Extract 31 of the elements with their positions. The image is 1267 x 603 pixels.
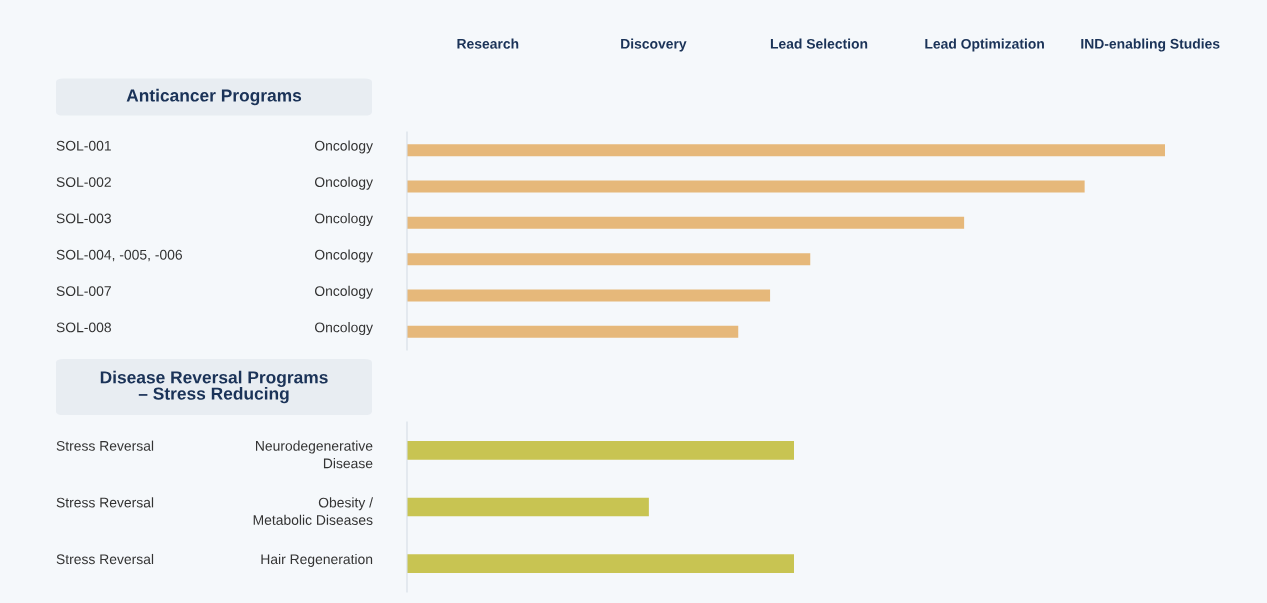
bar (407, 325, 739, 338)
bar (407, 253, 811, 266)
text: Obesity / Metabolic Diseases (253, 497, 373, 525)
text: Oncology (314, 285, 373, 299)
y-tick-label: Stress Reversal (56, 497, 154, 508)
text: Anticancer Programs (126, 88, 302, 106)
text: Oncology (314, 213, 373, 227)
y-tick-label: SOL-002 (56, 177, 111, 187)
y-tick-label: SOL-008 (56, 322, 111, 333)
y-tick-label: SOL-001 (56, 140, 111, 151)
text: Hair Regeneration (261, 553, 373, 567)
bar (407, 144, 1165, 157)
text: Oncology (314, 322, 373, 336)
bar (407, 289, 771, 302)
text: Disease Reversal Programs – Stress Reducing (100, 370, 328, 404)
category-label: Lead Optimization (925, 38, 1044, 52)
category-label: IND-enabling Studies (1081, 38, 1220, 52)
text: Neurodegenerative Disease (256, 440, 373, 469)
y-tick-label: SOL-007 (56, 286, 111, 296)
y-tick-label: SOL-004, -005, -006 (56, 249, 183, 262)
bar (407, 180, 1085, 193)
category-label: Research (457, 38, 519, 49)
category-label: Lead Selection (770, 38, 868, 49)
category-label: Discovery (621, 38, 687, 52)
text: Oncology (314, 140, 373, 154)
y-tick-label: Stress Reversal (56, 553, 154, 565)
text: Oncology (314, 176, 373, 190)
y-tick-label: Stress Reversal (56, 440, 154, 451)
y-tick-label: SOL-003 (56, 213, 111, 224)
bar (407, 216, 965, 229)
text: Oncology (314, 249, 373, 263)
